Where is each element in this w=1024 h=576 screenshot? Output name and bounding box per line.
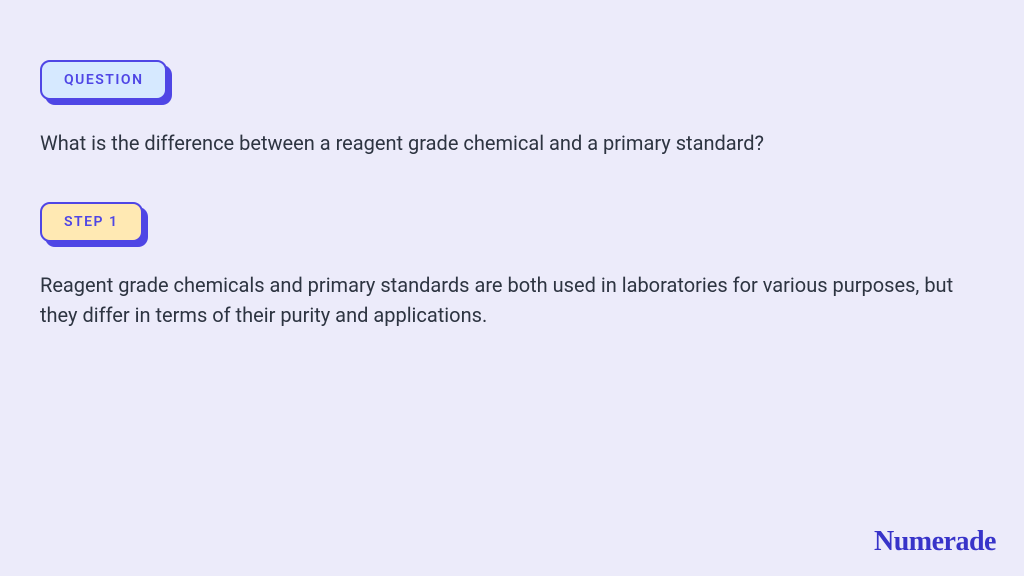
brand-logo: Numerade: [874, 526, 996, 558]
question-badge: QUESTION: [40, 60, 167, 100]
question-badge-wrap: QUESTION: [40, 60, 167, 100]
main-content: QUESTION What is the difference between …: [0, 0, 1024, 414]
step-badge: STEP 1: [40, 202, 143, 242]
step-text: Reagent grade chemicals and primary stan…: [40, 270, 984, 330]
question-text: What is the difference between a reagent…: [40, 128, 984, 158]
step-badge-wrap: STEP 1: [40, 202, 143, 242]
